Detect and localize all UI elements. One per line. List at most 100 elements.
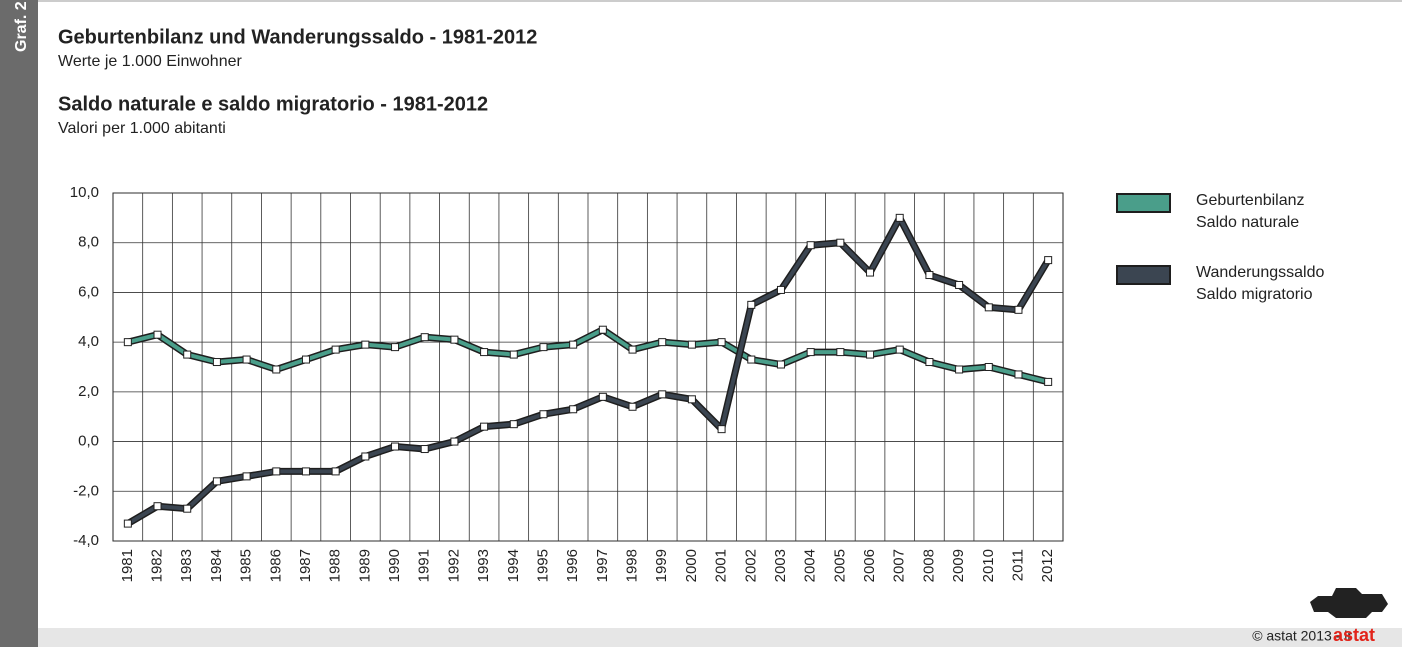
y-tick-label: -4,0 bbox=[73, 532, 99, 549]
y-tick-label: 0,0 bbox=[78, 433, 99, 450]
x-tick-label: 1993 bbox=[475, 549, 492, 582]
marker bbox=[895, 213, 904, 222]
marker bbox=[123, 519, 132, 528]
marker bbox=[925, 271, 934, 280]
marker bbox=[717, 338, 726, 347]
y-tick-label: 6,0 bbox=[78, 283, 99, 300]
marker bbox=[480, 422, 489, 431]
marker bbox=[747, 355, 756, 364]
x-tick-label: 1988 bbox=[327, 549, 344, 582]
x-tick-label: 2011 bbox=[1009, 549, 1026, 581]
marker bbox=[866, 268, 875, 277]
marker bbox=[480, 348, 489, 357]
side-band bbox=[0, 0, 38, 647]
marker bbox=[776, 285, 785, 294]
footer-band bbox=[38, 628, 1402, 647]
marker bbox=[212, 358, 221, 367]
marker bbox=[183, 504, 192, 513]
x-tick-label: 1985 bbox=[238, 549, 255, 582]
x-tick-label: 1991 bbox=[416, 549, 433, 582]
marker bbox=[272, 365, 281, 374]
subtitle-2: Valori per 1.000 abitanti bbox=[58, 120, 226, 137]
title: Geburtenbilanz und Wanderungssaldo - 198… bbox=[58, 26, 537, 48]
marker bbox=[420, 445, 429, 454]
y-tick-label: 8,0 bbox=[78, 234, 99, 251]
marker bbox=[361, 452, 370, 461]
line bbox=[126, 215, 1050, 526]
marker bbox=[509, 350, 518, 359]
marker bbox=[658, 390, 667, 399]
marker bbox=[984, 363, 993, 371]
subtitle: Werte je 1.000 Einwohner bbox=[58, 53, 242, 70]
x-tick-label: 2002 bbox=[742, 549, 759, 582]
legend-swatch bbox=[1116, 193, 1171, 213]
marker bbox=[331, 467, 340, 476]
x-tick-label: 2012 bbox=[1039, 549, 1056, 582]
x-tick-label: 2005 bbox=[831, 549, 848, 582]
marker bbox=[687, 340, 696, 349]
x-tick-label: 2008 bbox=[920, 549, 937, 582]
marker bbox=[212, 477, 221, 486]
x-tick-label: 2009 bbox=[950, 549, 967, 582]
marker bbox=[747, 300, 756, 309]
line bbox=[127, 327, 1049, 384]
x-tick-label: 2007 bbox=[891, 549, 908, 582]
marker bbox=[450, 335, 459, 344]
y-tick-label: 4,0 bbox=[78, 333, 99, 350]
x-tick-label: 1995 bbox=[534, 549, 551, 582]
marker bbox=[776, 360, 785, 369]
x-tick-label: 2000 bbox=[683, 549, 700, 582]
x-tick-label: 1992 bbox=[445, 549, 462, 582]
copyright: © astat 2013 - lr bbox=[1252, 628, 1352, 644]
x-tick-label: 1999 bbox=[653, 549, 670, 582]
marker bbox=[628, 402, 637, 411]
marker bbox=[123, 338, 132, 347]
x-tick-label: 2006 bbox=[861, 549, 878, 582]
marker bbox=[658, 338, 667, 347]
y-tick-label: -2,0 bbox=[73, 482, 99, 499]
marker bbox=[717, 425, 726, 434]
marker bbox=[1044, 377, 1053, 386]
marker bbox=[331, 345, 340, 354]
title-2: Saldo naturale e saldo migratorio - 1981… bbox=[58, 93, 488, 115]
marker bbox=[836, 348, 845, 357]
side-label: Graf. 2 bbox=[13, 1, 30, 52]
logo-shape bbox=[1310, 588, 1388, 618]
x-tick-label: 2010 bbox=[980, 549, 997, 582]
marker bbox=[450, 437, 459, 446]
marker bbox=[598, 325, 607, 334]
x-tick-label: 1987 bbox=[297, 549, 314, 582]
marker bbox=[955, 365, 964, 374]
marker bbox=[1044, 256, 1053, 265]
y-tick-label: 10,0 bbox=[70, 184, 99, 201]
marker bbox=[361, 340, 370, 349]
x-tick-label: 1983 bbox=[178, 549, 195, 582]
x-tick-label: 1998 bbox=[624, 549, 641, 582]
marker bbox=[509, 420, 518, 429]
marker bbox=[153, 502, 162, 511]
legend-swatch bbox=[1116, 265, 1171, 285]
x-tick-label: 1984 bbox=[208, 549, 225, 582]
marker bbox=[866, 350, 875, 359]
marker bbox=[539, 410, 548, 419]
marker bbox=[391, 442, 400, 451]
marker bbox=[183, 350, 192, 359]
marker bbox=[955, 280, 964, 289]
x-tick-label: 1997 bbox=[594, 549, 611, 582]
marker bbox=[1014, 370, 1023, 379]
y-tick-label: 2,0 bbox=[78, 383, 99, 400]
marker bbox=[925, 358, 934, 367]
marker bbox=[984, 303, 993, 312]
x-tick-label: 1990 bbox=[386, 549, 403, 582]
marker bbox=[242, 355, 251, 364]
marker bbox=[301, 355, 310, 364]
legend-label: Wanderungssaldo Saldo migratorio bbox=[1196, 264, 1325, 303]
marker bbox=[806, 241, 815, 250]
marker bbox=[569, 405, 578, 414]
marker bbox=[272, 467, 281, 476]
marker bbox=[1014, 305, 1023, 314]
x-tick-label: 2003 bbox=[772, 549, 789, 582]
x-tick-label: 1996 bbox=[564, 549, 581, 582]
